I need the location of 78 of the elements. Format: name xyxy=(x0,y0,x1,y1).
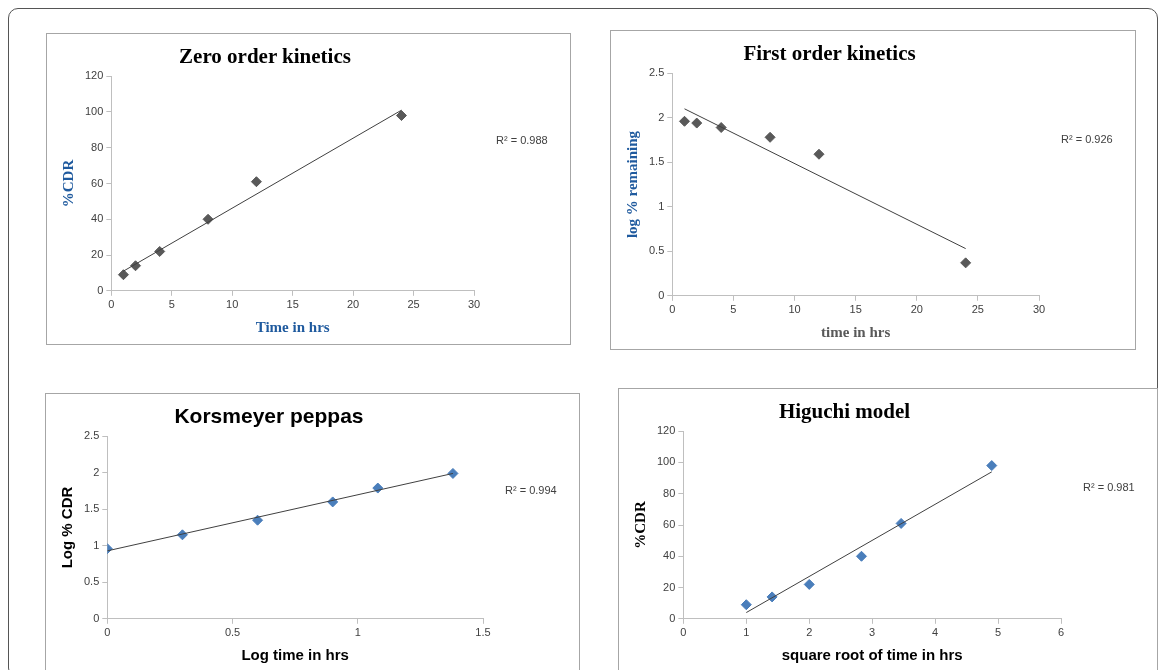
y-axis-title: %CDR xyxy=(631,501,648,549)
y-tick-label: 120 xyxy=(656,424,676,437)
text: R² = 0.994 xyxy=(505,484,557,497)
y-tick-label: 120 xyxy=(84,69,104,82)
y-tick-label: 2 xyxy=(93,465,100,478)
point xyxy=(740,599,752,611)
y-tick-label: 1.5 xyxy=(83,502,100,515)
y-tick-label: 0 xyxy=(669,611,676,624)
point xyxy=(691,117,703,129)
x-axis-title: square root of time in hrs xyxy=(781,646,963,664)
y-tick-label: 40 xyxy=(663,549,676,562)
x-tick-label: 0 xyxy=(680,626,687,639)
x-axis-title: Time in hrs xyxy=(255,318,330,335)
y-axis-title: log % remaining xyxy=(623,130,640,239)
point xyxy=(986,460,998,472)
point xyxy=(764,131,776,143)
y-tick-label: 40 xyxy=(91,212,104,225)
x-tick-label: 20 xyxy=(346,298,360,311)
y-tick-label: 0 xyxy=(658,288,665,301)
x-tick-label: 5 xyxy=(730,303,737,316)
x-tick-label: 0 xyxy=(108,298,115,311)
y-tick-label: 80 xyxy=(663,486,676,499)
x-tick-label: 20 xyxy=(910,303,923,316)
y-tick-label: 20 xyxy=(91,248,104,261)
y-axis-title: Log % CDR xyxy=(58,486,76,569)
y-tick-label: 0.5 xyxy=(83,575,100,588)
x-tick-label: 5 xyxy=(995,626,1002,639)
y-tick-label: 2.5 xyxy=(83,429,100,442)
point xyxy=(679,115,691,127)
text: R² = 0.988 xyxy=(496,133,548,146)
y-tick-label: 0 xyxy=(97,283,104,296)
y-axis-title: %CDR xyxy=(59,159,76,208)
point xyxy=(803,578,815,590)
y-tick-label: 2 xyxy=(658,110,665,123)
point xyxy=(250,176,262,188)
x-tick-label: 15 xyxy=(286,298,299,311)
x-tick-label: 30 xyxy=(1032,303,1046,316)
x-tick-label: 4 xyxy=(932,626,939,639)
y-tick-label: 1 xyxy=(658,199,665,212)
y-tick-label: 1 xyxy=(93,538,100,551)
y-tick-label: 100 xyxy=(656,455,676,468)
y-tick-label: 60 xyxy=(663,518,676,531)
x-tick-label: 25 xyxy=(971,303,985,316)
chart-title: Higuchi model xyxy=(778,399,911,424)
point xyxy=(117,269,129,281)
x-tick-label: 10 xyxy=(226,298,239,311)
point xyxy=(395,110,407,122)
chart-title: Zero order kinetics xyxy=(179,44,351,69)
y-tick-label: 2.5 xyxy=(648,66,665,79)
x-axis-title: Log time in hrs xyxy=(241,646,349,664)
y-tick-label: 100 xyxy=(84,105,104,117)
x-tick-label: 1 xyxy=(743,626,750,639)
x-tick-label: 1.5 xyxy=(475,626,491,639)
chart-title: Korsmeyer peppas xyxy=(174,404,364,428)
point xyxy=(960,257,972,269)
x-tick-label: 10 xyxy=(788,303,801,316)
x-tick-label: 1 xyxy=(354,626,361,639)
point xyxy=(447,467,459,479)
x-tick-label: 25 xyxy=(407,298,420,311)
x-tick-label: 6 xyxy=(1057,626,1065,639)
x-tick-label: 15 xyxy=(849,303,862,316)
chart-title: First order kinetics xyxy=(743,41,916,66)
y-tick-label: 0.5 xyxy=(648,244,665,257)
point xyxy=(855,550,867,562)
x-tick-label: 2 xyxy=(806,626,813,639)
y-tick-label: 80 xyxy=(91,140,104,153)
point xyxy=(813,148,825,160)
text: R² = 0.926 xyxy=(1061,133,1113,146)
x-axis-title: time in hrs xyxy=(821,323,891,340)
x-tick-label: 0.5 xyxy=(224,626,241,639)
x-tick-label: 30 xyxy=(467,298,481,311)
text: R² = 0.981 xyxy=(1083,480,1135,493)
y-tick-label: 1.5 xyxy=(648,155,665,168)
x-tick-label: 3 xyxy=(869,626,876,639)
y-tick-label: 60 xyxy=(91,176,104,189)
x-tick-label: 5 xyxy=(168,298,175,311)
y-tick-label: 0 xyxy=(93,611,100,624)
y-tick-label: 20 xyxy=(663,580,676,593)
